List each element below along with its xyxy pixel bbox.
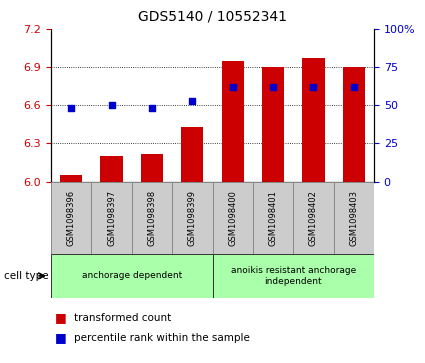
Text: GSM1098397: GSM1098397: [107, 190, 116, 246]
Bar: [343, 67, 365, 182]
Bar: [212, 182, 253, 254]
Text: GSM1098400: GSM1098400: [228, 190, 237, 246]
Bar: [172, 182, 212, 254]
Bar: [141, 154, 163, 182]
Text: percentile rank within the sample: percentile rank within the sample: [74, 333, 250, 343]
Text: cell type: cell type: [4, 271, 49, 281]
Point: [229, 84, 236, 90]
Point: [148, 105, 155, 111]
Point: [189, 98, 196, 103]
Point: [68, 105, 75, 111]
Point: [350, 84, 357, 90]
Bar: [212, 254, 374, 298]
Text: transformed count: transformed count: [74, 313, 172, 323]
Bar: [51, 254, 212, 298]
Text: anchorage dependent: anchorage dependent: [82, 272, 182, 280]
Bar: [91, 182, 132, 254]
Text: GSM1098398: GSM1098398: [147, 190, 156, 246]
Text: ■: ■: [55, 311, 67, 324]
Bar: [262, 67, 284, 182]
Point: [108, 102, 115, 108]
Bar: [221, 61, 244, 182]
Bar: [181, 127, 204, 182]
Text: ■: ■: [55, 331, 67, 344]
Bar: [302, 58, 325, 182]
Text: GSM1098396: GSM1098396: [67, 190, 76, 246]
Text: GDS5140 / 10552341: GDS5140 / 10552341: [138, 9, 287, 23]
Bar: [253, 182, 293, 254]
Text: GSM1098403: GSM1098403: [349, 190, 358, 246]
Text: GSM1098401: GSM1098401: [269, 190, 278, 246]
Text: GSM1098399: GSM1098399: [188, 190, 197, 246]
Text: GSM1098402: GSM1098402: [309, 190, 318, 246]
Bar: [132, 182, 172, 254]
Bar: [51, 182, 91, 254]
Point: [269, 84, 276, 90]
Bar: [334, 182, 374, 254]
Bar: [60, 175, 82, 182]
Point: [310, 84, 317, 90]
Text: anoikis resistant anchorage
independent: anoikis resistant anchorage independent: [231, 266, 356, 286]
Bar: [100, 156, 123, 182]
Bar: [293, 182, 334, 254]
